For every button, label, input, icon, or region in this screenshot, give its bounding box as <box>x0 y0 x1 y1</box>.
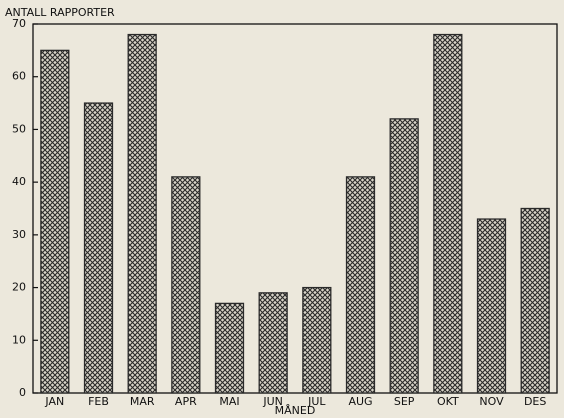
y-tick-label: 0 <box>19 386 26 399</box>
x-tick-label: MAR <box>130 395 155 408</box>
bar <box>345 176 376 394</box>
bar <box>258 292 288 394</box>
bar <box>476 218 507 394</box>
x-tick-label: MAI <box>219 395 239 408</box>
x-tick-label: FEB <box>88 395 109 408</box>
x-axis-label: MÅNED <box>275 404 316 417</box>
y-tick-label: 30 <box>12 228 26 241</box>
y-tick-label: 50 <box>12 122 26 135</box>
bar <box>40 49 70 394</box>
plot-frame <box>32 23 558 394</box>
x-tick-label: SEP <box>394 395 415 408</box>
y-tick-label: 70 <box>12 17 26 30</box>
bar <box>389 118 419 394</box>
bar <box>171 176 201 394</box>
y-tick-label: 20 <box>12 281 26 294</box>
bar <box>214 302 245 394</box>
y-tick-label: 60 <box>12 70 26 83</box>
x-tick-label: OKT <box>437 395 459 408</box>
bar <box>302 286 332 394</box>
x-tick-label: JUN <box>262 395 283 408</box>
x-tick-label: DES <box>524 395 546 408</box>
bar <box>433 33 463 394</box>
x-tick-label: NOV <box>479 395 504 408</box>
y-tick-label: 10 <box>12 333 26 346</box>
x-tick-label: JAN <box>44 395 64 408</box>
bar <box>83 102 114 394</box>
y-axis-label: ANTALL RAPPORTER <box>5 6 115 19</box>
x-tick-label: JUL <box>307 395 326 408</box>
y-tick-label: 40 <box>12 175 26 188</box>
x-tick-label: APR <box>175 395 197 408</box>
x-tick-label: AUG <box>348 395 372 408</box>
bar <box>127 33 157 394</box>
bar <box>520 207 550 394</box>
